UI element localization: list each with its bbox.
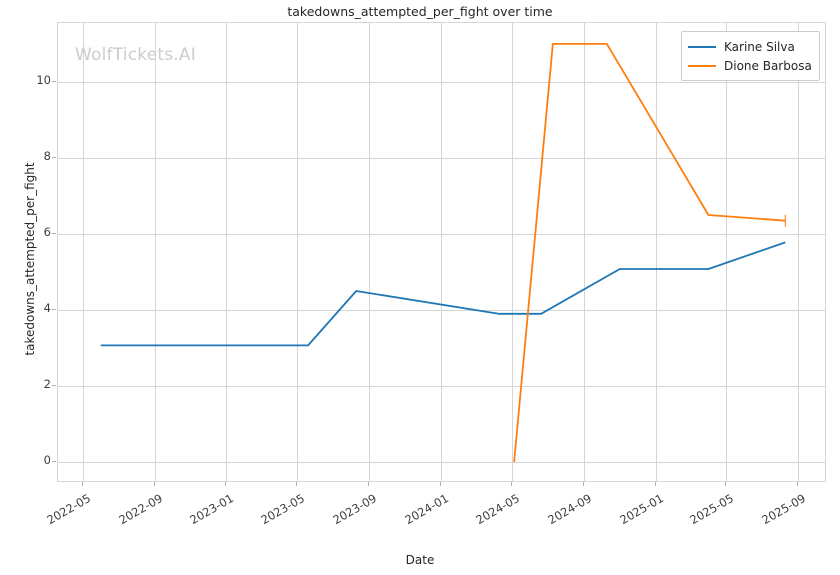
y-tick-mark bbox=[52, 309, 56, 311]
x-tick-mark bbox=[295, 482, 297, 486]
x-tick-label: 2022-09 bbox=[116, 491, 165, 528]
x-tick-label: 2025-01 bbox=[616, 491, 666, 528]
gridline-horizontal bbox=[58, 386, 825, 388]
y-tick-label: 8 bbox=[43, 148, 51, 163]
plot-area: WolfTickets.AI bbox=[57, 22, 826, 482]
gridline-horizontal bbox=[58, 157, 825, 159]
gridline-vertical bbox=[154, 23, 156, 481]
x-tick-mark bbox=[797, 482, 799, 486]
gridline-vertical bbox=[798, 23, 800, 481]
y-tick-mark bbox=[52, 385, 56, 387]
gridline-vertical bbox=[369, 23, 371, 481]
legend-swatch-icon bbox=[688, 64, 716, 67]
legend-label: Karine Silva bbox=[724, 39, 795, 54]
x-tick-label: 2025-09 bbox=[759, 491, 809, 528]
gridline-horizontal bbox=[58, 310, 825, 312]
gridline-horizontal bbox=[58, 462, 825, 464]
x-tick-mark bbox=[439, 482, 441, 486]
y-tick-label: 6 bbox=[43, 224, 51, 239]
gridline-vertical bbox=[511, 23, 513, 481]
x-tick-label: 2023-05 bbox=[258, 491, 307, 528]
gridline-vertical bbox=[296, 23, 298, 481]
gridline-vertical bbox=[655, 23, 657, 481]
gridline-horizontal bbox=[58, 233, 825, 235]
y-axis-tick-labels: 0 2 4 6 8 10 bbox=[5, 0, 51, 575]
gridline-vertical bbox=[82, 23, 84, 481]
chart-legend[interactable]: Karine Silva Dione Barbosa bbox=[681, 31, 820, 81]
gridline-horizontal bbox=[58, 81, 825, 83]
x-tick-label: 2024-05 bbox=[473, 491, 522, 528]
series-line-2 bbox=[513, 43, 786, 463]
x-tick-mark bbox=[153, 482, 155, 486]
x-tick-label: 2024-01 bbox=[402, 491, 451, 528]
x-axis-label: Date bbox=[405, 553, 435, 567]
legend-item-1[interactable]: Dione Barbosa bbox=[688, 56, 812, 75]
y-tick-label: 10 bbox=[36, 72, 51, 87]
x-tick-mark bbox=[582, 482, 584, 486]
gridline-vertical bbox=[226, 23, 228, 481]
y-tick-mark bbox=[52, 156, 56, 158]
series-lines bbox=[100, 43, 786, 463]
x-tick-mark bbox=[510, 482, 512, 486]
y-tick-mark bbox=[52, 461, 56, 463]
gridline-vertical bbox=[726, 23, 728, 481]
gridline-vertical bbox=[440, 23, 442, 481]
x-tick-label: 2023-09 bbox=[330, 491, 380, 528]
legend-item-0[interactable]: Karine Silva bbox=[688, 37, 812, 56]
y-tick-mark bbox=[52, 232, 56, 234]
x-tick-label: 2023-01 bbox=[187, 491, 237, 528]
x-tick-label: 2024-09 bbox=[545, 491, 594, 528]
series-line-1 bbox=[100, 241, 786, 347]
x-tick-mark bbox=[368, 482, 370, 486]
x-tick-mark bbox=[725, 482, 727, 486]
x-tick-mark bbox=[225, 482, 227, 486]
x-tick-mark bbox=[654, 482, 656, 486]
y-tick-label: 0 bbox=[43, 453, 51, 468]
chart-title: takedowns_attempted_per_fight over time bbox=[287, 4, 553, 19]
gridline-vertical bbox=[583, 23, 585, 481]
y-tick-label: 4 bbox=[43, 301, 51, 316]
legend-swatch-icon bbox=[688, 45, 716, 48]
x-tick-mark bbox=[81, 482, 83, 486]
y-tick-label: 2 bbox=[43, 377, 51, 392]
y-tick-mark bbox=[52, 80, 56, 82]
legend-label: Dione Barbosa bbox=[724, 58, 812, 73]
x-tick-label: 2025-05 bbox=[687, 491, 737, 528]
